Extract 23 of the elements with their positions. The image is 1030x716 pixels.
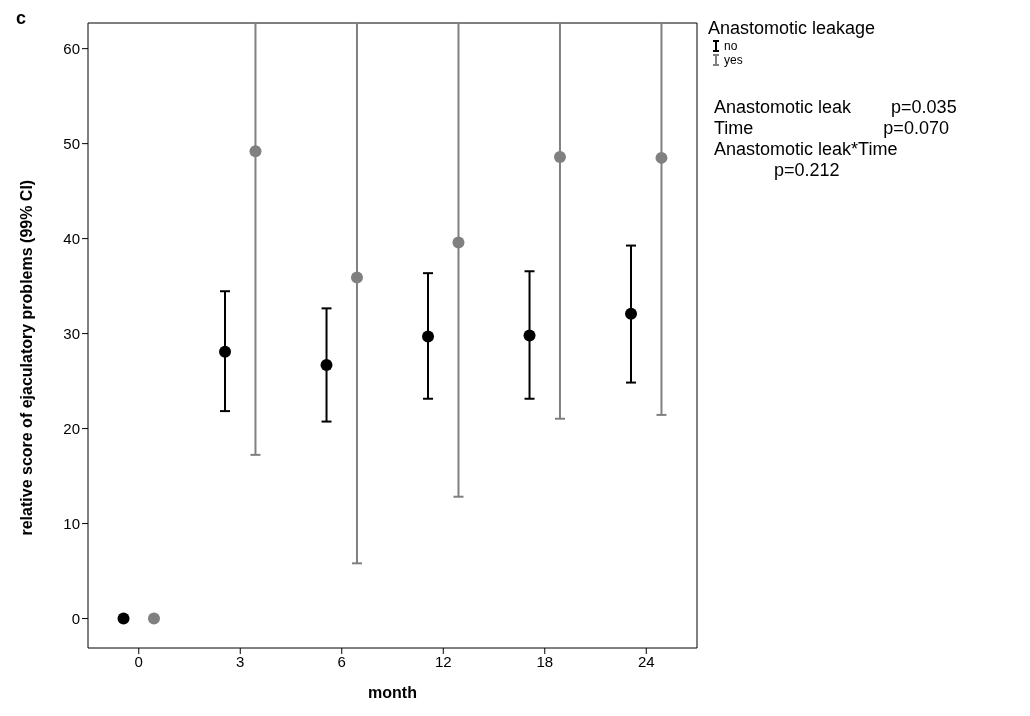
- x-tick-label: 18: [536, 652, 554, 670]
- legend-label: yes: [724, 53, 743, 67]
- text: p=0.212: [774, 160, 841, 181]
- text: c: [16, 8, 27, 29]
- legend-title: Anastomotic leakage: [708, 18, 877, 39]
- text: Anastomotic leak*Time: [714, 139, 899, 160]
- legend-label: no: [724, 39, 738, 53]
- x-tick-label: 3: [236, 652, 245, 670]
- x-tick-label: 24: [637, 652, 655, 670]
- x-tick-label: 12: [434, 652, 452, 670]
- y-tick-label: 50: [63, 134, 80, 152]
- y-tick-label: 30: [63, 324, 80, 342]
- x-tick-label: 6: [337, 652, 346, 670]
- y-tick-label: 20: [63, 419, 80, 437]
- y-tick-label: 10: [63, 514, 80, 532]
- text: Anastomotic leak p=0.035: [714, 97, 957, 118]
- x-axis-title: month: [368, 684, 417, 701]
- y-tick-label: 0: [71, 609, 80, 627]
- y-axis-title: relative score of ejaculatory problems (99% CI): [17, 179, 35, 536]
- y-tick-label: 60: [63, 39, 80, 57]
- x-tick-label: 0: [134, 652, 143, 670]
- y-tick-label: 40: [63, 229, 80, 247]
- text: Time p=0.070: [714, 118, 950, 139]
